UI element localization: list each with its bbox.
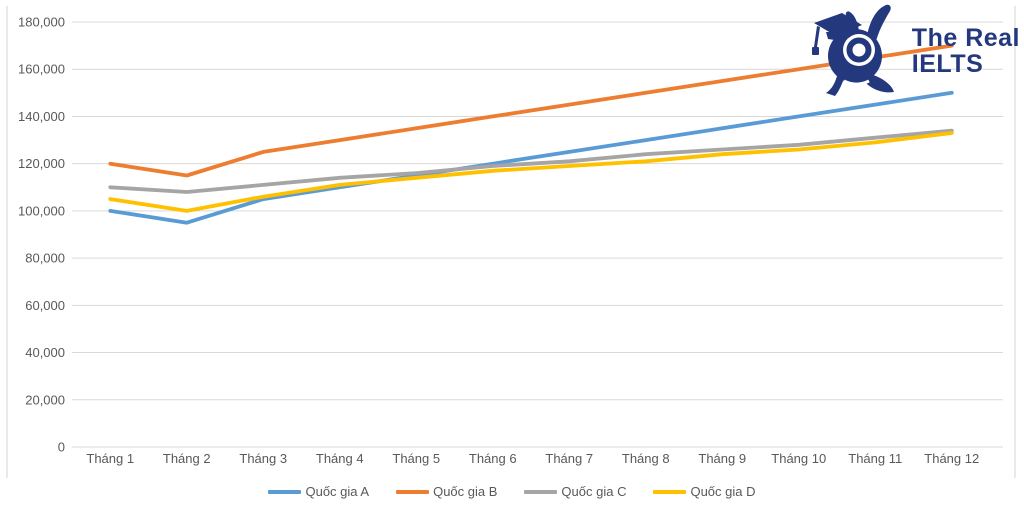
chart-legend: Quốc gia A Quốc gia B Quốc gia C Quốc gia D	[0, 484, 1024, 499]
x-tick-label: Tháng 4	[316, 451, 364, 466]
x-tick-label: Tháng 7	[545, 451, 593, 466]
legend-marker	[653, 489, 687, 494]
y-tick-label: 40,000	[25, 345, 65, 360]
y-tick-label: 120,000	[18, 156, 65, 171]
y-tick-label: 180,000	[18, 15, 65, 30]
series-line-quốc-gia-a	[108, 90, 954, 225]
y-tick-label: 140,000	[18, 109, 65, 124]
chart-frame-right-border	[1014, 6, 1016, 478]
legend-marker	[524, 489, 558, 494]
legend-label: Quốc gia D	[690, 484, 756, 499]
x-tick-label: Tháng 8	[622, 451, 670, 466]
series-line-quốc-gia-c	[108, 128, 954, 194]
y-tick-label: 160,000	[18, 62, 65, 77]
legend-item: Quốc gia A	[268, 484, 369, 499]
legend-item: Quốc gia B	[396, 484, 497, 499]
x-tick-label: Tháng 1	[86, 451, 134, 466]
brand-name-line2: IELTS	[911, 49, 984, 78]
x-tick-label: Tháng 9	[698, 451, 746, 466]
legend-label: Quốc gia C	[561, 484, 627, 499]
x-tick-label: Tháng 12	[924, 451, 979, 466]
y-tick-label: 100,000	[18, 203, 65, 218]
x-tick-label: Tháng 5	[392, 451, 440, 466]
chart-frame-left-border	[6, 6, 8, 478]
legend-label: Quốc gia A	[305, 484, 370, 499]
legend-marker	[396, 489, 430, 494]
x-tick-label: Tháng 3	[239, 451, 287, 466]
brand-logo: The Real IELTS	[806, 2, 1020, 96]
x-tick-label: Tháng 11	[848, 451, 902, 466]
legend-label: Quốc gia B	[433, 484, 498, 499]
legend-item: Quốc gia C	[524, 484, 626, 499]
y-tick-label: 0	[58, 440, 65, 455]
y-tick-label: 60,000	[25, 298, 65, 313]
x-tick-label: Tháng 6	[469, 451, 517, 466]
x-tick-label: Tháng 10	[771, 451, 826, 466]
legend-item: Quốc gia D	[653, 484, 756, 499]
x-tick-label: Tháng 2	[163, 451, 211, 466]
brand-logo-text: The Real IELTS	[911, 24, 1020, 78]
series-line-quốc-gia-d	[108, 131, 954, 213]
series-line-quốc-gia-b	[108, 43, 954, 178]
legend-marker	[268, 489, 302, 494]
rabbit-graduate-icon	[811, 4, 894, 96]
y-tick-label: 20,000	[25, 392, 65, 407]
brand-name-line1: The Real	[911, 24, 1020, 52]
y-tick-label: 80,000	[25, 251, 65, 266]
